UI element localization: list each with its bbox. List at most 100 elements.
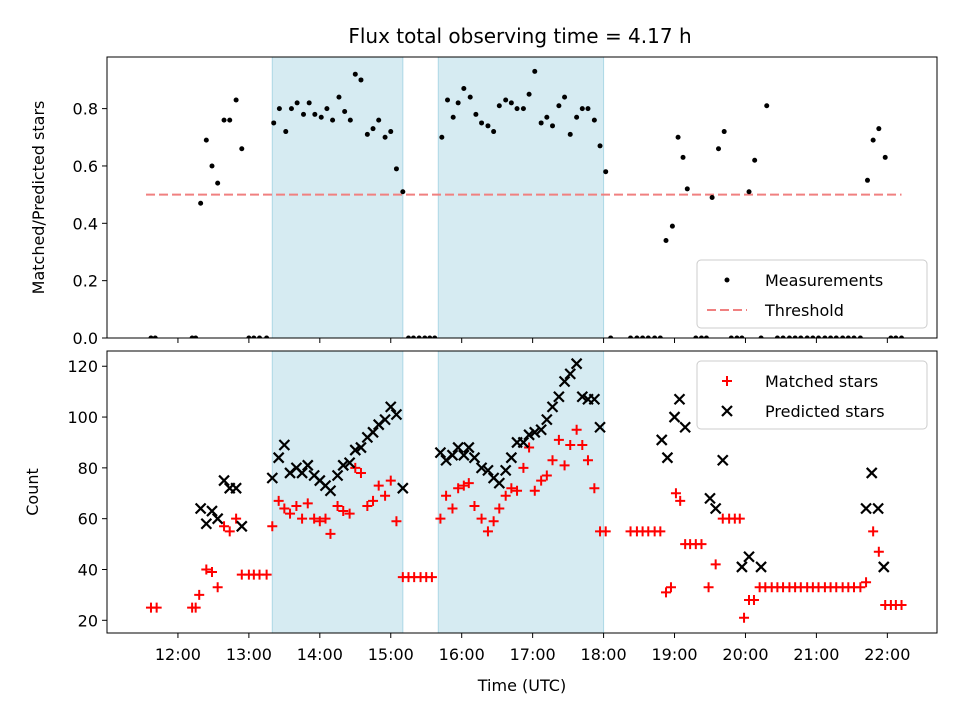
predicted-star-marker [230, 482, 242, 494]
predicted-star-marker [468, 451, 481, 464]
matched-star-marker [380, 490, 391, 501]
measurement-point [264, 335, 270, 338]
matched-star-marker [385, 475, 396, 486]
measurement-point [221, 117, 227, 123]
predicted-star-marker [594, 421, 606, 433]
measurement-point [271, 120, 277, 126]
predicted-star-marker [872, 502, 884, 515]
x-tick-label: 12:00 [155, 645, 201, 664]
measurement-point [544, 114, 550, 120]
measurement-point [306, 100, 312, 106]
measurement-point [203, 137, 209, 143]
x-tick-label: 15:00 [368, 645, 414, 664]
legend: Matched stars Predicted stars [696, 360, 928, 430]
predicted-star-marker [206, 505, 218, 517]
ratio-panel: 0.0 0.2 0.4 0.6 0.8 Matched/Predicted stars Me… [29, 56, 938, 348]
matched-star-marker [285, 508, 296, 519]
legend-measurement-swatch [724, 277, 730, 283]
legend: Measurements Threshold [696, 259, 928, 329]
y-axis-label: Matched/Predicted stars [29, 101, 48, 295]
predicted-star-marker [564, 368, 577, 380]
y-tick-label: 0.0 [73, 329, 98, 348]
measurement-point [312, 111, 318, 117]
predicted-star-marker [463, 441, 475, 454]
predicted-star-marker [505, 451, 518, 464]
measurement-point [532, 68, 538, 74]
matched-star-marker [703, 582, 714, 593]
x-tick-label: 18:00 [581, 645, 627, 664]
predicted-star-marker [546, 401, 559, 413]
y-tick-label: 100 [67, 408, 98, 427]
measurement-point [698, 335, 704, 338]
matched-star-marker [426, 572, 437, 583]
matched-star-marker [469, 500, 480, 511]
y-tick-label: 120 [67, 357, 98, 376]
measurement-point [833, 335, 839, 338]
matched-star-marker [391, 516, 402, 527]
predicted-star-marker [661, 451, 674, 464]
matched-star-marker [309, 513, 320, 524]
matched-star-marker [261, 569, 272, 580]
measurement-point [382, 134, 388, 140]
matched-star-marker [325, 528, 336, 539]
predicted-star-marker [475, 462, 488, 474]
matched-star-marker [524, 442, 535, 453]
measurement-point [608, 335, 614, 338]
matched-star-marker [896, 600, 907, 611]
measurement-point [585, 106, 591, 112]
measurement-point [416, 335, 422, 338]
measurement-point [810, 335, 816, 338]
predicted-star-marker [266, 472, 279, 484]
predicted-star-marker [517, 436, 530, 449]
matched-star-marker [571, 424, 582, 435]
predicted-star-marker [331, 469, 344, 482]
measurement-point [597, 143, 603, 149]
measurement-point [410, 335, 416, 338]
measurement-point [786, 335, 792, 338]
measurement-point [336, 94, 342, 100]
legend-label: Threshold [764, 301, 844, 320]
matched-star-marker [675, 495, 686, 506]
measurement-point [209, 163, 215, 169]
predicted-star-marker [755, 561, 767, 573]
predicted-star-marker [721, 405, 733, 417]
measurement-point [591, 117, 597, 123]
measurement-point [840, 335, 846, 338]
predicted-star-marker [278, 439, 291, 451]
measurement-point [257, 335, 263, 338]
x-axis-label: Time (UTC) [477, 676, 566, 695]
predicted-star-marker [397, 482, 409, 494]
measurement-point [628, 335, 634, 338]
legend-box [696, 259, 928, 329]
predicted-star-marker [528, 426, 541, 439]
measurement-point [680, 154, 686, 160]
measurement-point [301, 111, 307, 117]
shaded-interval [271, 350, 404, 634]
measurement-point [703, 335, 709, 338]
plot-area [146, 68, 905, 338]
measurement-point [439, 134, 445, 140]
matched-star-marker [582, 455, 593, 466]
measurement-point [764, 103, 770, 109]
axes-frame [106, 350, 938, 634]
measurement-point [358, 77, 364, 83]
measurement-point [455, 100, 461, 106]
measurement-point [422, 335, 428, 338]
predicted-star-marker [301, 459, 314, 472]
x-tick-label: 14:00 [297, 645, 343, 664]
matched-star-marker [297, 513, 308, 524]
predicted-star-marker [452, 441, 464, 454]
matched-star-marker [362, 500, 373, 511]
predicted-star-marker [296, 467, 308, 479]
measurement-point [556, 103, 562, 109]
measurement-point [445, 97, 451, 103]
matched-star-marker [350, 462, 361, 473]
measurement-point [857, 335, 863, 338]
matched-star-marker [320, 513, 331, 524]
measurement-point [893, 335, 899, 338]
matched-star-marker [873, 546, 884, 557]
measurement-point [283, 129, 289, 135]
matched-star-marker [447, 503, 458, 514]
predicted-star-marker [218, 474, 230, 487]
